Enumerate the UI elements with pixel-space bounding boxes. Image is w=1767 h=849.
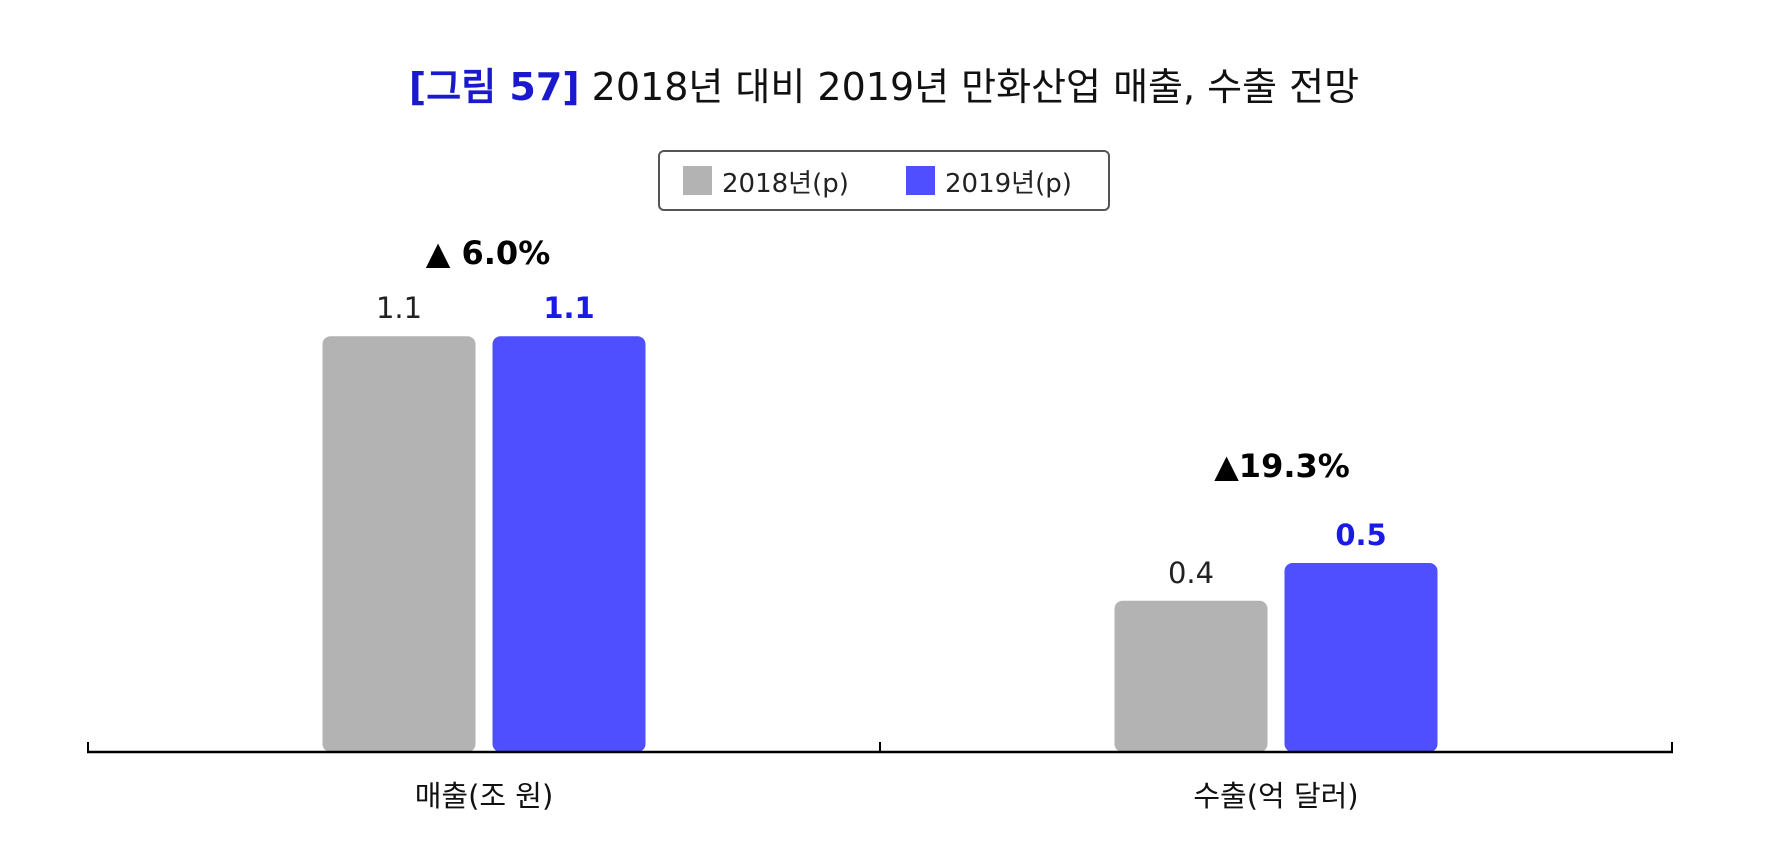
data-label-export-2018: 0.4 [1168, 556, 1214, 590]
data-label-sales-2018: 1.1 [376, 291, 422, 325]
bar-export-2019 [1284, 563, 1438, 752]
bar-sales-2019 [492, 336, 646, 752]
data-label-export-2019: 0.5 [1335, 518, 1386, 552]
chart-title-prefix: [그림 57] [409, 65, 580, 109]
growth-annotation-sales: ▲ 6.0% [426, 234, 551, 272]
bars [322, 336, 1438, 752]
data-label-sales-2019: 1.1 [543, 291, 594, 325]
legend-swatch-2018 [683, 166, 712, 195]
bar-sales-2018 [322, 336, 476, 752]
legend-swatch-2019 [906, 166, 935, 195]
x-axis: 매출(조 원) 수출(억 달러) [87, 742, 1673, 813]
chart-title-main: 2018년 대비 2019년 만화산업 매출, 수출 전망 [592, 65, 1359, 109]
legend-label-2019: 2019년(p) [945, 169, 1072, 199]
x-tick-label-sales: 매출(조 원) [415, 779, 554, 813]
x-tick-label-export: 수출(억 달러) [1193, 779, 1358, 813]
legend: 2018년(p) 2019년(p) [658, 150, 1110, 211]
legend-box [658, 150, 1110, 211]
growth-annotation-export: ▲19.3% [1214, 447, 1350, 485]
chart-title: [그림 57] 2018년 대비 2019년 만화산업 매출, 수출 전망 [409, 65, 1359, 109]
bar-export-2018 [1114, 600, 1268, 752]
legend-label-2018: 2018년(p) [722, 169, 849, 199]
